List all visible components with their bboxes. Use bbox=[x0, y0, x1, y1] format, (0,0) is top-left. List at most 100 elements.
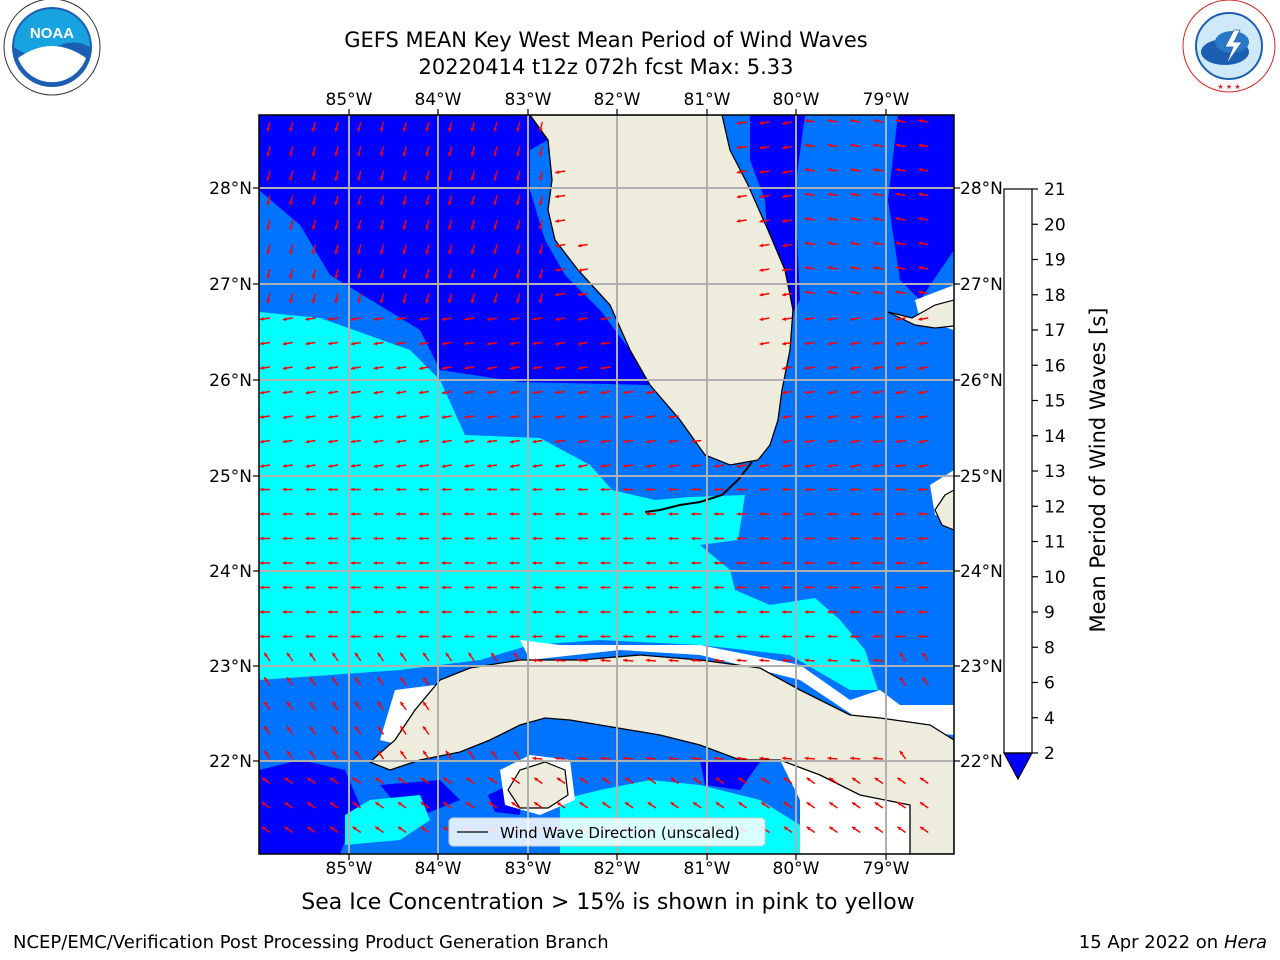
wind-arrow-head bbox=[266, 225, 271, 230]
wind-arrow-head bbox=[351, 317, 355, 321]
wind-arrow-head bbox=[425, 176, 430, 181]
wind-arrow-head bbox=[309, 726, 314, 731]
wind-arrow-head bbox=[282, 317, 287, 321]
wind-arrow-head bbox=[470, 299, 475, 304]
wind-arrow-head bbox=[260, 390, 264, 395]
wind-arrow-head bbox=[895, 390, 900, 395]
wind-arrow-head bbox=[396, 585, 400, 590]
wind-arrow-head bbox=[736, 634, 741, 639]
wind-arrow-head bbox=[895, 266, 900, 270]
map-frame bbox=[258, 114, 955, 855]
wind-arrow-head bbox=[448, 299, 452, 304]
wind-arrow-head bbox=[759, 292, 764, 297]
wind-arrow-head bbox=[873, 366, 877, 370]
wind-arrow-head bbox=[804, 512, 809, 516]
wind-arrow-head bbox=[377, 726, 382, 731]
wind-arrow-head bbox=[423, 652, 427, 657]
wind-arrow-head bbox=[266, 127, 271, 132]
wind-arrow-head bbox=[380, 152, 384, 157]
wind-arrow-head bbox=[873, 439, 877, 444]
wind-arrow-head bbox=[493, 201, 498, 206]
wind-arrow-head bbox=[396, 610, 400, 614]
wind-arrow-head bbox=[918, 585, 922, 590]
wind-arrow-head bbox=[714, 610, 718, 614]
wind-arrow-head bbox=[895, 464, 900, 468]
map-legend: Wind Wave Direction (unscaled) bbox=[448, 817, 766, 847]
wind-arrow-head bbox=[600, 610, 604, 614]
wind-arrow-head bbox=[441, 487, 446, 492]
wind-arrow-head bbox=[782, 317, 786, 321]
wind-arrow-head bbox=[623, 561, 627, 565]
wind-arrow-head bbox=[282, 610, 287, 614]
wind-arrow-head bbox=[287, 652, 291, 657]
wind-arrow-head bbox=[511, 777, 516, 782]
wind-arrow-head bbox=[895, 439, 900, 444]
wind-arrow-head bbox=[827, 610, 831, 614]
wind-arrow-head bbox=[691, 487, 695, 492]
wind-arrow-head bbox=[532, 415, 537, 419]
wind-arrow-head bbox=[759, 634, 763, 639]
wind-arrow-head bbox=[282, 561, 287, 565]
wind-arrow-head bbox=[852, 802, 856, 806]
wind-arrow-head bbox=[396, 536, 400, 541]
wind-arrow-head bbox=[334, 152, 339, 157]
wind-arrow-head bbox=[804, 415, 809, 419]
wind-arrow-head bbox=[918, 143, 923, 148]
wind-arrow-head bbox=[555, 561, 559, 565]
wind-arrow-head bbox=[334, 201, 339, 206]
wind-arrow-head bbox=[260, 610, 264, 614]
wind-arrow-head bbox=[850, 439, 855, 444]
wind-arrow-head bbox=[329, 826, 334, 831]
wind-arrow-head bbox=[357, 274, 361, 279]
nws-logo: ★ ★ ★ bbox=[1182, 0, 1276, 93]
wind-arrow-head bbox=[782, 536, 786, 541]
wind-arrow-head bbox=[264, 750, 268, 755]
wind-arrow-head bbox=[918, 192, 923, 197]
wind-arrow-head bbox=[402, 299, 407, 304]
wind-arrow-head bbox=[874, 777, 879, 782]
wind-arrow-head bbox=[305, 439, 310, 444]
wind-arrow-head bbox=[532, 610, 536, 614]
wind-arrow-head bbox=[418, 561, 423, 565]
wind-arrow-head bbox=[600, 390, 605, 395]
wind-arrow-head bbox=[759, 194, 764, 199]
wind-arrow-head bbox=[425, 274, 430, 279]
wind-arrow-head bbox=[873, 217, 877, 221]
colorbar-tick-label: 14 bbox=[1044, 427, 1066, 447]
wind-arrow-head bbox=[332, 750, 336, 755]
wind-arrow-head bbox=[623, 390, 627, 395]
wind-arrow-head bbox=[464, 536, 468, 541]
wind-arrow-head bbox=[759, 585, 763, 590]
wind-arrow-head bbox=[464, 341, 469, 346]
wind-arrow-head bbox=[578, 439, 582, 444]
wind-arrow-head bbox=[420, 777, 425, 782]
wind-arrow-head bbox=[714, 487, 718, 492]
wind-arrow-head bbox=[897, 777, 902, 782]
colorbar-tick-label: 15 bbox=[1044, 392, 1066, 412]
wind-arrow-head bbox=[355, 677, 359, 682]
wind-arrow-head bbox=[827, 266, 832, 270]
colorbar-label: Mean Period of Wind Waves [s] bbox=[1086, 307, 1110, 633]
wind-arrow-head bbox=[464, 390, 469, 395]
wind-arrow-head bbox=[759, 243, 764, 248]
wind-arrow-head bbox=[759, 219, 764, 223]
wind-arrow-head bbox=[329, 777, 334, 782]
wind-arrow-head bbox=[736, 121, 741, 125]
florida-keys bbox=[644, 461, 753, 513]
wind-arrow-head bbox=[357, 152, 361, 157]
wind-arrow-head bbox=[464, 415, 469, 419]
lat-label-right: 27°N bbox=[960, 275, 1003, 295]
wind-arrow-head bbox=[532, 658, 537, 663]
wind-arrow-head bbox=[493, 127, 498, 132]
wind-arrow-head bbox=[759, 756, 764, 761]
wind-arrow-head bbox=[487, 439, 491, 444]
wind-arrow-head bbox=[918, 634, 922, 639]
wind-arrow-head bbox=[736, 658, 741, 663]
wind-arrow-head bbox=[266, 299, 271, 304]
wind-arrow-head bbox=[355, 652, 359, 657]
wind-arrow-head bbox=[872, 756, 877, 761]
wind-arrow-head bbox=[350, 634, 355, 639]
wind-arrow-head bbox=[396, 366, 400, 370]
wind-arrow-head bbox=[850, 390, 855, 395]
wind-arrow-head bbox=[443, 826, 448, 831]
